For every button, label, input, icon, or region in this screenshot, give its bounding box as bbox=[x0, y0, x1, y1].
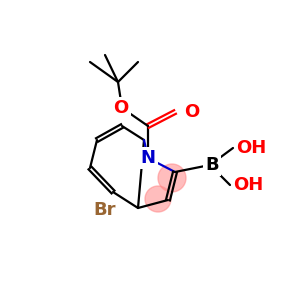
Text: O: O bbox=[113, 99, 129, 117]
Circle shape bbox=[145, 186, 171, 212]
Circle shape bbox=[158, 164, 186, 192]
Text: OH: OH bbox=[233, 176, 263, 194]
Text: OH: OH bbox=[236, 139, 266, 157]
Text: B: B bbox=[205, 156, 219, 174]
Text: Br: Br bbox=[94, 201, 116, 219]
Text: O: O bbox=[184, 103, 199, 121]
Text: N: N bbox=[140, 149, 155, 167]
